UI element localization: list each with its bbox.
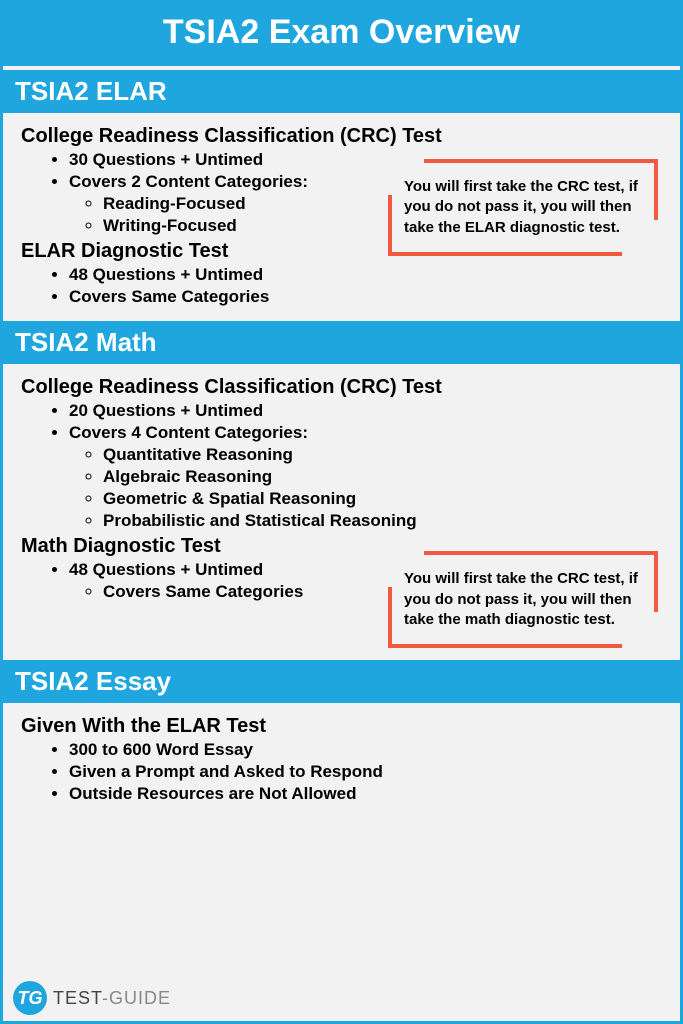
list-item: Geometric & Spatial Reasoning: [103, 489, 662, 509]
callout-notch: [654, 220, 658, 256]
essay-header: TSIA2 Essay: [3, 660, 680, 703]
logo: TG TEST-GUIDE: [13, 981, 171, 1015]
list-item: Covers 4 Content Categories: Quantitativ…: [69, 423, 662, 531]
essay-heading: Given With the ELAR Test: [21, 715, 662, 738]
essay-body: Given With the ELAR Test 300 to 600 Word…: [3, 703, 680, 818]
logo-text-light: -GUIDE: [102, 988, 171, 1008]
math-callout: You will first take the CRC test, if you…: [388, 551, 658, 648]
essay-list: 300 to 600 Word Essay Given a Prompt and…: [69, 740, 662, 804]
main-title: TSIA2 Exam Overview: [3, 3, 680, 70]
callout-notch: [388, 551, 392, 587]
list-item-label: Covers 4 Content Categories:: [69, 423, 308, 442]
callout-notch: [654, 612, 658, 648]
list-item: Probabilistic and Statistical Reasoning: [103, 511, 662, 531]
elar-body: College Readiness Classification (CRC) T…: [3, 113, 680, 321]
page-container: TSIA2 Exam Overview TSIA2 ELAR College R…: [0, 0, 683, 1024]
math-crc-sublist: Quantitative Reasoning Algebraic Reasoni…: [103, 445, 662, 531]
list-item: 20 Questions + Untimed: [69, 401, 662, 421]
elar-crc-heading: College Readiness Classification (CRC) T…: [21, 125, 662, 148]
logo-text: TEST-GUIDE: [53, 988, 171, 1009]
callout-text: You will first take the CRC test, if you…: [404, 178, 638, 236]
list-item-label: 48 Questions + Untimed: [69, 560, 263, 579]
list-item: Given a Prompt and Asked to Respond: [69, 762, 662, 782]
elar-diag-list: 48 Questions + Untimed Covers Same Categ…: [69, 265, 662, 307]
list-item: Covers Same Categories: [69, 287, 662, 307]
list-item-label: Covers 2 Content Categories:: [69, 172, 308, 191]
list-item: Outside Resources are Not Allowed: [69, 784, 662, 804]
list-item: Algebraic Reasoning: [103, 467, 662, 487]
elar-header: TSIA2 ELAR: [3, 70, 680, 113]
math-crc-heading: College Readiness Classification (CRC) T…: [21, 376, 662, 399]
logo-text-bold: TEST: [53, 988, 102, 1008]
callout-notch: [388, 159, 392, 195]
callout-text: You will first take the CRC test, if you…: [404, 570, 638, 628]
list-item: Quantitative Reasoning: [103, 445, 662, 465]
math-header: TSIA2 Math: [3, 321, 680, 364]
elar-callout: You will first take the CRC test, if you…: [388, 159, 658, 256]
list-item: 48 Questions + Untimed: [69, 265, 662, 285]
math-body: College Readiness Classification (CRC) T…: [3, 364, 680, 660]
list-item: 300 to 600 Word Essay: [69, 740, 662, 760]
math-crc-list: 20 Questions + Untimed Covers 4 Content …: [69, 401, 662, 531]
logo-mark-icon: TG: [13, 981, 47, 1015]
